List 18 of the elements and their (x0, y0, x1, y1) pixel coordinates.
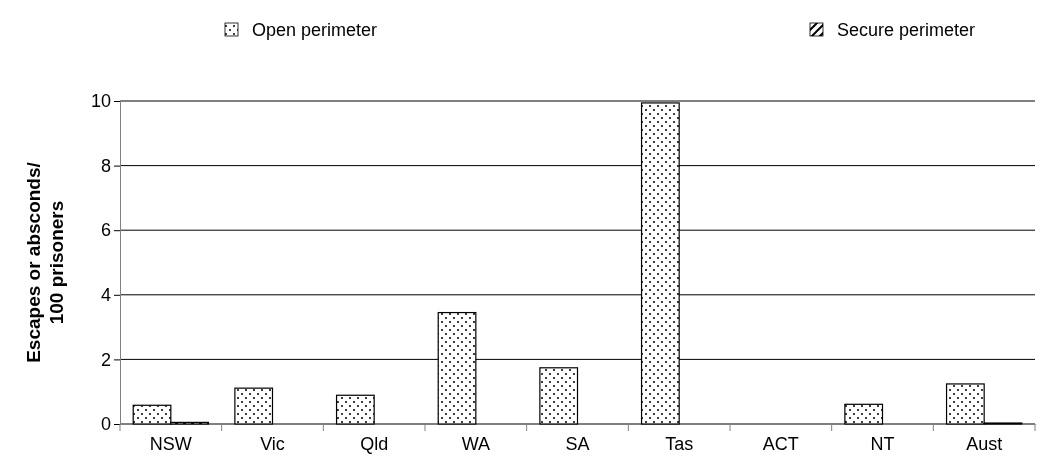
y-axis-title: Escapes or absconds/ 100 prisoners (23, 161, 67, 363)
x-tick-label: Aust (966, 434, 1003, 455)
y-tick-label: 8 (100, 155, 111, 176)
y-tick-label: 10 (90, 91, 111, 112)
x-tick-label: Qld (360, 434, 389, 455)
y-tick-label: 0 (100, 414, 111, 435)
x-tick-label: NT (870, 434, 895, 455)
x-tick-label: NSW (149, 434, 192, 455)
x-tick-label: ACT (762, 434, 799, 455)
legend-label: Open perimeter (252, 20, 378, 40)
x-tick-label: WA (461, 434, 490, 455)
y-tick-label: 4 (100, 285, 111, 306)
x-tick-label: SA (565, 434, 590, 455)
x-tick-label: Tas (665, 434, 694, 455)
x-tick-label: Vic (260, 434, 285, 455)
legend-label: Secure perimeter (837, 20, 976, 40)
y-tick-label: 2 (100, 349, 111, 370)
y-tick-label: 6 (100, 220, 111, 241)
